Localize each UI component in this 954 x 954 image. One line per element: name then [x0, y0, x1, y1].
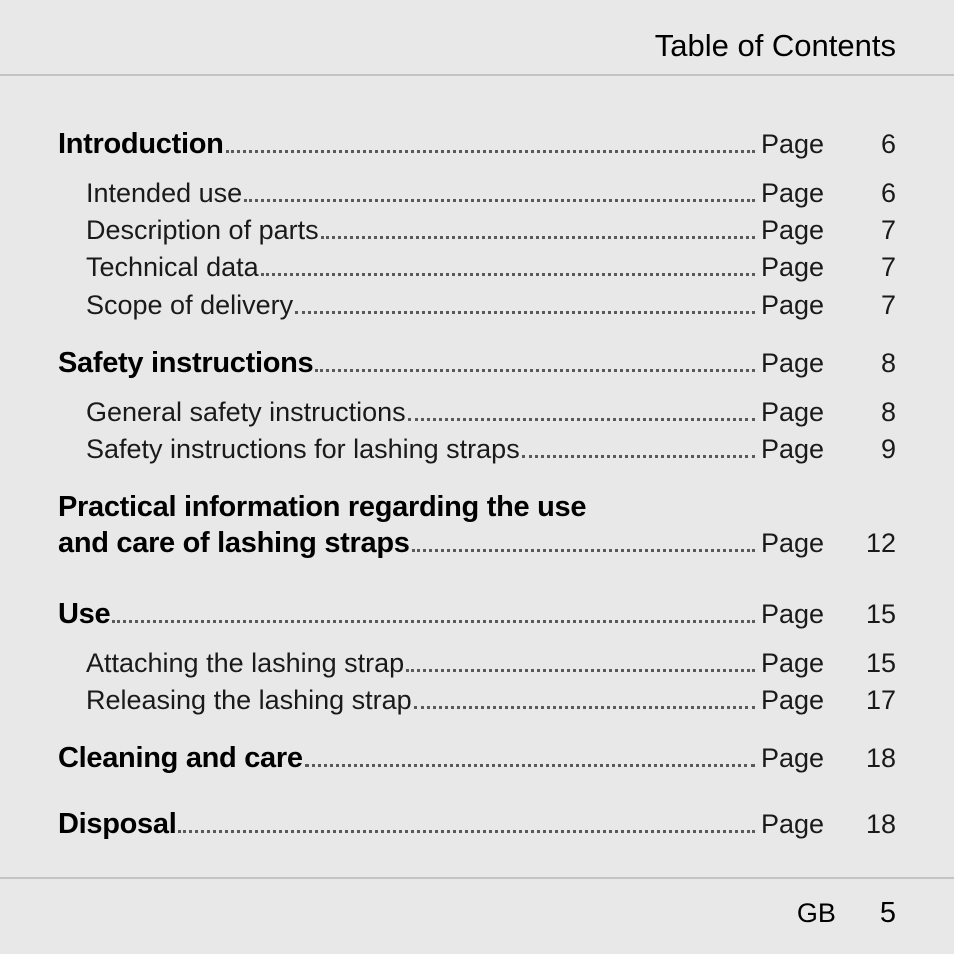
page-number: 8: [824, 397, 896, 428]
toc-section: Disposal Page 18: [58, 806, 896, 842]
item-title: Attaching the lashing strap: [86, 646, 404, 681]
toc-section: Cleaning and care Page 18: [58, 740, 896, 776]
leader-dots: [305, 751, 755, 767]
section-title: Disposal: [58, 806, 176, 842]
page-number: 7: [824, 215, 896, 246]
item-title: Releasing the lashing strap: [86, 683, 412, 718]
leader-dots: [321, 223, 755, 239]
page-number: 15: [824, 648, 896, 679]
leader-dots: [112, 607, 755, 623]
leader-dots: [244, 186, 755, 202]
page-label: Page: [761, 528, 824, 559]
page-number: 6: [824, 129, 896, 160]
leader-dots: [406, 656, 755, 672]
toc-section: Introduction Page 6 Intended use Page 6 …: [58, 126, 896, 323]
page-number: 18: [824, 743, 896, 774]
toc-section-row: Cleaning and care Page 18: [58, 740, 896, 776]
toc-content: Introduction Page 6 Intended use Page 6 …: [0, 76, 954, 843]
footer-page-number: 5: [880, 897, 896, 930]
toc-item-row: Technical data Page 7: [58, 250, 896, 285]
page-label: Page: [761, 178, 824, 209]
page-header: Table of Contents: [0, 0, 954, 76]
section-title: Use: [58, 596, 110, 632]
toc-item-row: Attaching the lashing strap Page 15: [58, 646, 896, 681]
page-label: Page: [761, 648, 824, 679]
page-label: Page: [761, 743, 824, 774]
leader-dots: [412, 536, 755, 552]
leader-dots: [295, 298, 755, 314]
leader-dots: [522, 442, 755, 458]
page-label: Page: [761, 215, 824, 246]
leader-dots: [226, 137, 755, 153]
toc-section: Safety instructions Page 8 General safet…: [58, 345, 896, 467]
page-number: 18: [824, 809, 896, 840]
toc-section-row: Practical information regarding the use …: [58, 489, 896, 562]
page-number: 8: [824, 348, 896, 379]
page-label: Page: [761, 434, 824, 465]
toc-section-row: Disposal Page 18: [58, 806, 896, 842]
toc-sub-group: Intended use Page 6 Description of parts…: [58, 176, 896, 322]
toc-item-row: Scope of delivery Page 7: [58, 288, 896, 323]
item-title: Safety instructions for lashing straps: [86, 432, 520, 467]
page-number: 12: [824, 528, 896, 559]
toc-sub-group: General safety instructions Page 8 Safet…: [58, 395, 896, 467]
toc-section: Practical information regarding the use …: [58, 489, 896, 562]
item-title: General safety instructions: [86, 395, 406, 430]
leader-dots: [414, 693, 755, 709]
item-title: Scope of delivery: [86, 288, 293, 323]
leader-dots: [408, 405, 755, 421]
toc-section-row: Use Page 15: [58, 596, 896, 632]
page-label: Page: [761, 809, 824, 840]
item-title: Description of parts: [86, 213, 319, 248]
toc-item-row: General safety instructions Page 8: [58, 395, 896, 430]
toc-item-row: Releasing the lashing strap Page 17: [58, 683, 896, 718]
item-title: Intended use: [86, 176, 242, 211]
toc-item-row: Description of parts Page 7: [58, 213, 896, 248]
page-number: 17: [824, 685, 896, 716]
toc-item-row: Safety instructions for lashing straps P…: [58, 432, 896, 467]
page-number: 15: [824, 599, 896, 630]
page-label: Page: [761, 290, 824, 321]
section-title: Safety instructions: [58, 345, 313, 381]
leader-dots: [261, 260, 755, 276]
toc-item-row: Intended use Page 6: [58, 176, 896, 211]
toc-sub-group: Attaching the lashing strap Page 15 Rele…: [58, 646, 896, 718]
page-label: Page: [761, 129, 824, 160]
toc-section-row: Introduction Page 6: [58, 126, 896, 162]
page-label: Page: [761, 397, 824, 428]
page-label: Page: [761, 252, 824, 283]
item-title: Technical data: [86, 250, 259, 285]
section-title: Introduction: [58, 126, 224, 162]
section-title: Cleaning and care: [58, 740, 303, 776]
toc-section: Use Page 15 Attaching the lashing strap …: [58, 596, 896, 718]
section-title-line2: and care of lashing straps: [58, 525, 410, 561]
document-page: Table of Contents Introduction Page 6 In…: [0, 0, 954, 954]
page-label: Page: [761, 599, 824, 630]
page-number: 9: [824, 434, 896, 465]
page-footer: GB 5: [0, 877, 954, 954]
leader-dots: [178, 817, 754, 833]
page-number: 7: [824, 252, 896, 283]
header-title: Table of Contents: [655, 28, 896, 63]
page-number: 7: [824, 290, 896, 321]
leader-dots: [315, 356, 755, 372]
page-number: 6: [824, 178, 896, 209]
page-label: Page: [761, 348, 824, 379]
footer-language: GB: [797, 898, 836, 929]
page-label: Page: [761, 685, 824, 716]
toc-section-row: Safety instructions Page 8: [58, 345, 896, 381]
section-title-line1: Practical information regarding the use: [58, 489, 896, 525]
